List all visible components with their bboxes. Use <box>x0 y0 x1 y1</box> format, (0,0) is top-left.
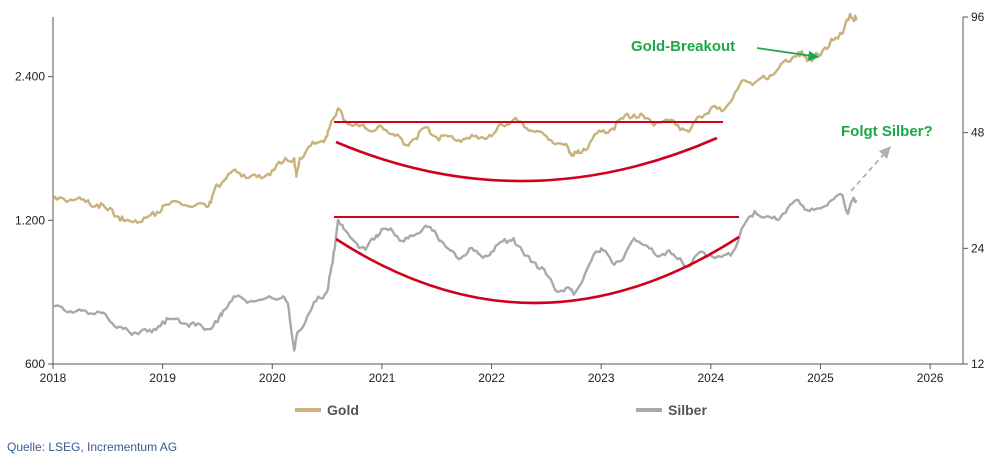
y-right-tick-label: 12 <box>971 357 985 371</box>
x-tick-label: 2024 <box>697 371 724 385</box>
text-annotations: Gold-Breakout Folgt Silber? <box>631 38 933 192</box>
legend-swatch-gold <box>295 408 321 412</box>
x-tick-label: 2019 <box>149 371 176 385</box>
breakout-arrow-shaft <box>756 47 813 57</box>
chart-axes: 2018 2019 2020 2021 2022 2023 2024 2025 2026 600 1… <box>15 10 985 385</box>
x-tick-label: 2022 <box>478 371 505 385</box>
pattern-annotations <box>334 121 740 305</box>
silver-question-label: Folgt Silber? <box>841 123 933 140</box>
series-line-gold <box>51 12 858 224</box>
y-left-tick-label: 600 <box>25 357 45 371</box>
x-tick-label: 2020 <box>259 371 286 385</box>
silver-dashed-arrow-shaft <box>850 152 886 192</box>
series-layer <box>51 12 858 352</box>
series-line-silber <box>53 192 858 352</box>
legend-label-gold: Gold <box>327 402 359 418</box>
x-tick-label: 2023 <box>588 371 615 385</box>
legend-label-silver: Silber <box>668 402 707 418</box>
legend-swatch-silver <box>636 408 662 412</box>
gold-cup-arc <box>335 136 718 183</box>
x-tick-label: 2025 <box>807 371 834 385</box>
breakout-arrow-head <box>808 51 820 61</box>
source-note: Quelle: LSEG, Incrementum AG <box>7 440 178 454</box>
silver-cup-arc <box>335 235 740 305</box>
y-right-tick-label: 96 <box>971 10 985 24</box>
y-right-tick-label: 48 <box>971 126 985 140</box>
x-tick-label: 2018 <box>40 371 67 385</box>
gold-breakout-label: Gold-Breakout <box>631 38 735 55</box>
y-left-tick-label: 2.400 <box>15 70 45 84</box>
y-left-tick-label: 1.200 <box>15 213 45 227</box>
x-tick-label: 2026 <box>917 371 944 385</box>
y-right-tick-label: 24 <box>971 241 985 255</box>
x-tick-label: 2021 <box>369 371 396 385</box>
legend-item-silver: Silber <box>636 402 707 418</box>
silver-dashed-arrow-head <box>879 146 891 159</box>
legend-item-gold: Gold <box>295 402 359 418</box>
